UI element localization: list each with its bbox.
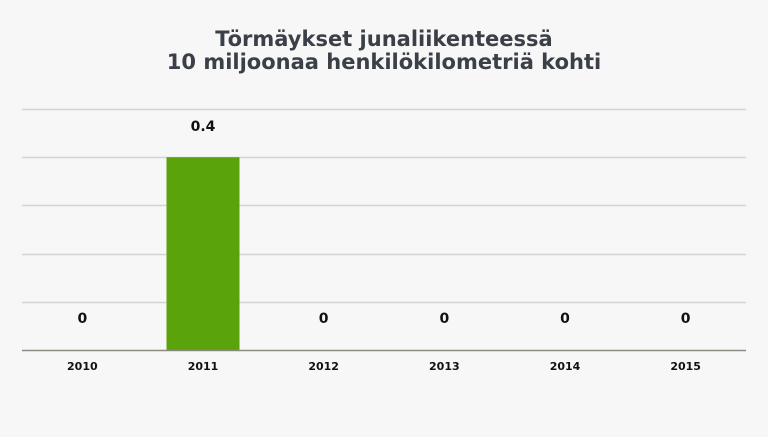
bar-2011 — [166, 157, 240, 350]
data-label-2015: 0 — [681, 311, 691, 327]
data-label-2010: 0 — [77, 311, 87, 327]
chart-title: Törmäykset junaliikenteessä 10 miljoonaa… — [0, 28, 768, 74]
chart-title-line-2: 10 miljoonaa henkilökilometriä kohti — [166, 50, 602, 74]
data-label-2013: 0 — [439, 311, 449, 327]
x-tick-label-2013: 2013 — [429, 360, 460, 373]
data-label-2012: 0 — [319, 311, 329, 327]
data-label-2014: 0 — [560, 311, 570, 327]
chart-title-line-1: Törmäykset junaliikenteessä — [215, 27, 553, 51]
x-tick-label-2015: 2015 — [670, 360, 701, 373]
x-tick-label-2010: 2010 — [67, 360, 98, 373]
data-label-2011: 0.4 — [191, 119, 216, 135]
x-tick-label-2014: 2014 — [550, 360, 581, 373]
x-tick-label-2012: 2012 — [308, 360, 339, 373]
x-tick-label-2011: 2011 — [188, 360, 219, 373]
